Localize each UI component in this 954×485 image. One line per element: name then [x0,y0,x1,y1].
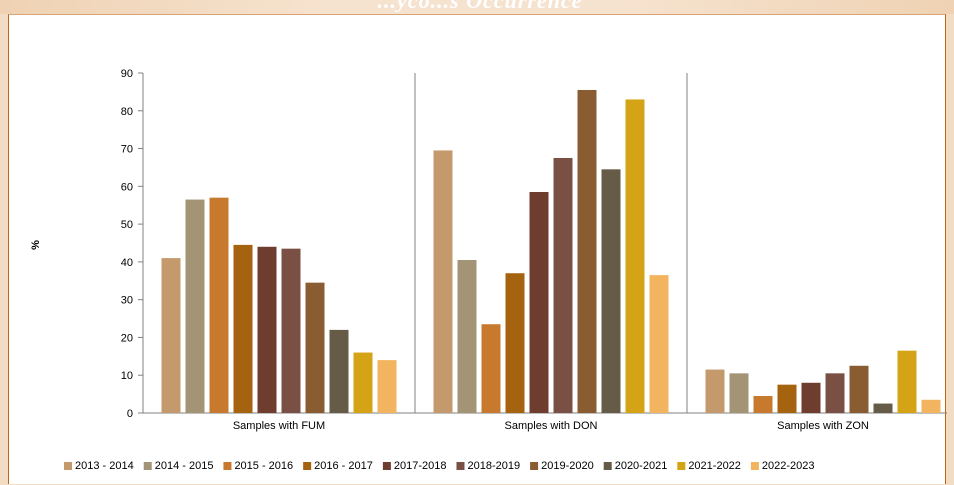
legend-label: 2017-2018 [394,460,447,472]
bar [209,197,229,413]
legend-swatch [530,462,539,470]
bar [777,384,797,413]
legend-swatch [303,462,312,470]
legend-label: 2019-2020 [541,460,594,472]
bars [161,90,941,413]
bar [329,329,349,413]
y-tick-label: 90 [121,68,133,80]
bar [705,369,725,413]
bar [553,158,573,413]
bar [185,199,205,413]
bar [729,373,749,413]
bar [457,260,477,413]
y-tick-label: 20 [121,332,133,344]
legend-swatch [223,462,232,470]
legend-swatch [677,462,686,470]
bar [873,403,893,413]
bar [625,99,645,413]
y-tick-label: 40 [121,257,133,269]
bar [849,365,869,413]
bar [377,360,397,413]
bar [921,399,941,413]
legend: 2013 - 2014 2014 - 2015 2015 - 2016 2016 - … [64,460,815,472]
bar [161,258,181,413]
bar [577,90,597,413]
bar [257,246,277,413]
legend-label: 2018-2019 [467,460,520,472]
bar [353,352,373,413]
bar [433,150,453,413]
y-tick-label: 80 [121,106,133,118]
x-category-label: Samples with ZON [777,420,869,432]
bar [305,282,325,413]
x-category-label: Samples with FUM [233,420,325,432]
legend-label: 2015 - 2016 [234,460,293,472]
y-axis-title: % [30,240,42,250]
y-tick-label: 70 [121,144,133,156]
page-title: ...yco...s Occurrence [300,0,660,12]
bar [825,373,845,413]
legend-swatch [143,462,152,470]
bar [481,324,501,413]
legend-label: 2020-2021 [615,460,668,472]
bar [601,169,621,413]
bar [505,273,525,413]
legend-label: 2022-2023 [762,460,815,472]
y-tick-label: 10 [121,370,133,382]
legend-label: 2016 - 2017 [314,460,373,472]
bar [233,244,253,413]
legend-swatch [750,462,759,470]
legend-swatch [603,462,612,470]
legend-label: 2014 - 2015 [155,460,214,472]
bar [801,382,821,413]
legend-swatch [64,462,72,470]
legend-label: 2013 - 2014 [75,460,134,472]
bar [753,396,773,413]
legend-swatch [456,462,465,470]
bar-chart: 0 10 20 30 40 50 60 70 80 90% Samples with FUM Samp… [30,68,947,472]
y-tick-label: 50 [121,219,133,231]
bar [897,350,917,413]
x-category-label: Samples with DON [505,420,598,432]
bar [649,275,669,413]
y-tick-label: 30 [121,295,133,307]
bar [281,248,301,413]
legend-label: 2021-2022 [688,460,741,472]
header-strip [0,0,954,14]
y-tick-label: 60 [121,181,133,193]
chart-panel: 0 10 20 30 40 50 60 70 80 90% Samples with FUM Samp… [8,14,947,484]
axes: 0 10 20 30 40 50 60 70 80 90% Samples with FUM Samp… [30,68,947,432]
legend-swatch [382,462,391,470]
bar [529,192,549,413]
y-tick-label: 0 [127,408,133,420]
